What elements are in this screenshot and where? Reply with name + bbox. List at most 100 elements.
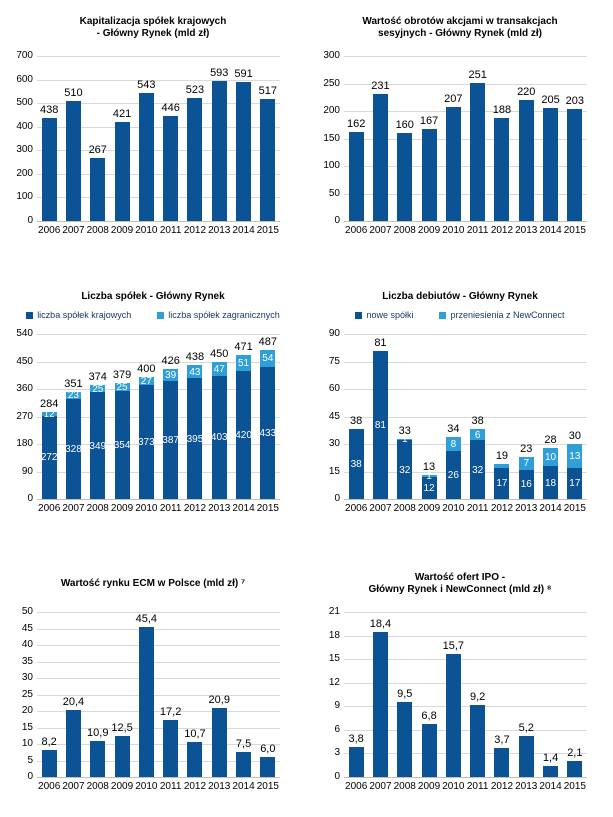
x-axis-tick-label: 2012	[490, 225, 514, 236]
bar-segment-dark	[163, 115, 179, 221]
bar-segment-label: 387	[162, 434, 179, 446]
x-axis-tick-label: 2009	[110, 503, 134, 514]
chart-title: Wartość ofert IPO - Główny Rynek i NewCo…	[368, 572, 552, 595]
bar-value-label: 438	[39, 103, 59, 116]
bar-segment-dark	[445, 107, 461, 221]
bar-value-label: 33	[398, 424, 411, 437]
bar-segment-dark	[445, 653, 461, 777]
bar-segment-dark	[518, 100, 534, 221]
y-axis-tick-label: 25	[21, 689, 33, 700]
bar-value-label: 267	[88, 144, 107, 157]
y-axis-tick-label: 0	[334, 771, 340, 782]
bar-value-label: 517	[258, 85, 278, 98]
bar-segment-label: 18	[544, 477, 557, 489]
bar-segment-label: 7	[523, 458, 530, 470]
bar-segment-label: 420	[235, 429, 252, 441]
bar-value-label: 8,2	[41, 735, 57, 748]
chart-liczba-debiutow: Liczba debiutów - Główny Rynek nowe spół…	[307, 283, 613, 535]
x-axis-tick-label: 2006	[345, 503, 368, 514]
chart-title: Liczba debiutów - Główny Rynek	[382, 291, 538, 302]
bar-value-label: 12,5	[111, 721, 133, 734]
bar-value-label: 7,5	[235, 738, 252, 751]
x-axis-tick-label: 2010	[135, 503, 158, 514]
bar-value-label: 450	[210, 347, 229, 360]
bar-value-label: 34	[447, 422, 460, 435]
gridline	[37, 662, 280, 663]
x-axis-tick-label: 2015	[256, 503, 279, 514]
y-axis-tick-label: 9	[334, 700, 340, 711]
bar-segment-dark	[372, 93, 388, 221]
bar-segment-dark	[397, 702, 413, 777]
y-axis-tick-label: 30	[328, 438, 340, 449]
bar-segment-light	[421, 475, 437, 477]
y-axis-tick-label: 20	[21, 705, 33, 716]
bar-segment-dark	[260, 99, 276, 221]
x-axis-tick-label: 2013	[208, 225, 231, 236]
x-axis-tick-label: 2012	[183, 225, 207, 236]
bar-segment-dark	[114, 390, 130, 499]
bar-segment-label: 47	[213, 363, 225, 375]
bar-segment-label: 81	[374, 419, 386, 431]
x-axis-tick-label: 2008	[393, 503, 416, 514]
x-axis-tick-label: 2011	[466, 225, 489, 236]
legend-item: liczba spółek zagranicznych	[157, 310, 280, 320]
y-axis-tick-label: 540	[16, 328, 33, 339]
x-axis-tick-label: 2015	[256, 781, 279, 792]
gridline	[37, 80, 280, 81]
x-axis-tick-label: 2009	[417, 503, 441, 514]
y-axis-tick-label: 200	[323, 105, 340, 116]
bar-segment-dark	[114, 121, 130, 221]
bar-value-label: 18,4	[369, 618, 392, 631]
bar-segment-label: 272	[40, 452, 58, 464]
bar-segment-dark	[397, 440, 413, 499]
bar-segment-dark	[470, 704, 486, 777]
bar-value-label: 15,7	[442, 639, 465, 652]
gridline	[37, 127, 280, 128]
bar-segment-light	[543, 447, 559, 466]
gridline	[37, 678, 280, 679]
gridline	[344, 730, 587, 731]
bar-value-label: 374	[88, 370, 107, 383]
bar-segment-dark	[567, 760, 583, 777]
y-axis-tick-label: 21	[328, 606, 340, 617]
bar-segment-label: 23	[67, 390, 79, 402]
gridline	[37, 417, 280, 418]
x-axis-tick-label: 2011	[466, 503, 489, 514]
bar-segment-dark	[187, 378, 203, 499]
bar-segment-dark	[421, 129, 437, 221]
bar-segment-dark	[90, 392, 106, 499]
bar-segment-dark	[163, 380, 179, 499]
y-axis-tick-label: 450	[16, 356, 33, 367]
gridline	[37, 728, 280, 729]
bar-segment-dark	[211, 708, 227, 777]
bar-segment-light	[397, 438, 413, 441]
y-axis-tick-label: 270	[16, 411, 33, 422]
bar-segment-dark	[421, 723, 437, 777]
x-axis-tick-label: 2010	[442, 503, 465, 514]
x-axis-tick-label: 2014	[232, 225, 255, 236]
bar-segment-dark	[348, 747, 364, 777]
bar-segment-light	[236, 355, 252, 371]
bar-value-label: 28	[544, 433, 557, 446]
bar-value-label: 220	[517, 86, 536, 98]
bar-segment-dark	[543, 108, 559, 221]
bar-value-label: 5,2	[518, 722, 534, 735]
x-axis-tick-label: 2007	[62, 503, 85, 514]
x-axis-tick-label: 2006	[38, 225, 61, 236]
x-axis-tick-label: 2010	[135, 781, 158, 792]
bar-segment-dark	[445, 451, 461, 499]
bar-segment-label: 25	[92, 383, 104, 395]
x-axis-line	[37, 221, 280, 222]
gridline	[344, 334, 587, 335]
x-axis-tick-label: 2013	[208, 781, 231, 792]
bar-value-label: 3,8	[348, 733, 364, 746]
y-axis-tick-label: 3	[334, 747, 340, 758]
x-axis-tick-label: 2011	[159, 781, 182, 792]
bar-value-label: 543	[137, 79, 156, 92]
y-axis-tick-label: 45	[21, 623, 33, 634]
bar-segment-dark	[65, 709, 81, 777]
x-axis-tick-label: 2007	[369, 225, 392, 236]
bar-value-label: 379	[112, 369, 132, 382]
y-axis-tick-label: 30	[21, 672, 33, 683]
plot-area: 0 100 200 300 400 500 600 700 438 2006 510 2007 267 2…	[16, 50, 280, 236]
